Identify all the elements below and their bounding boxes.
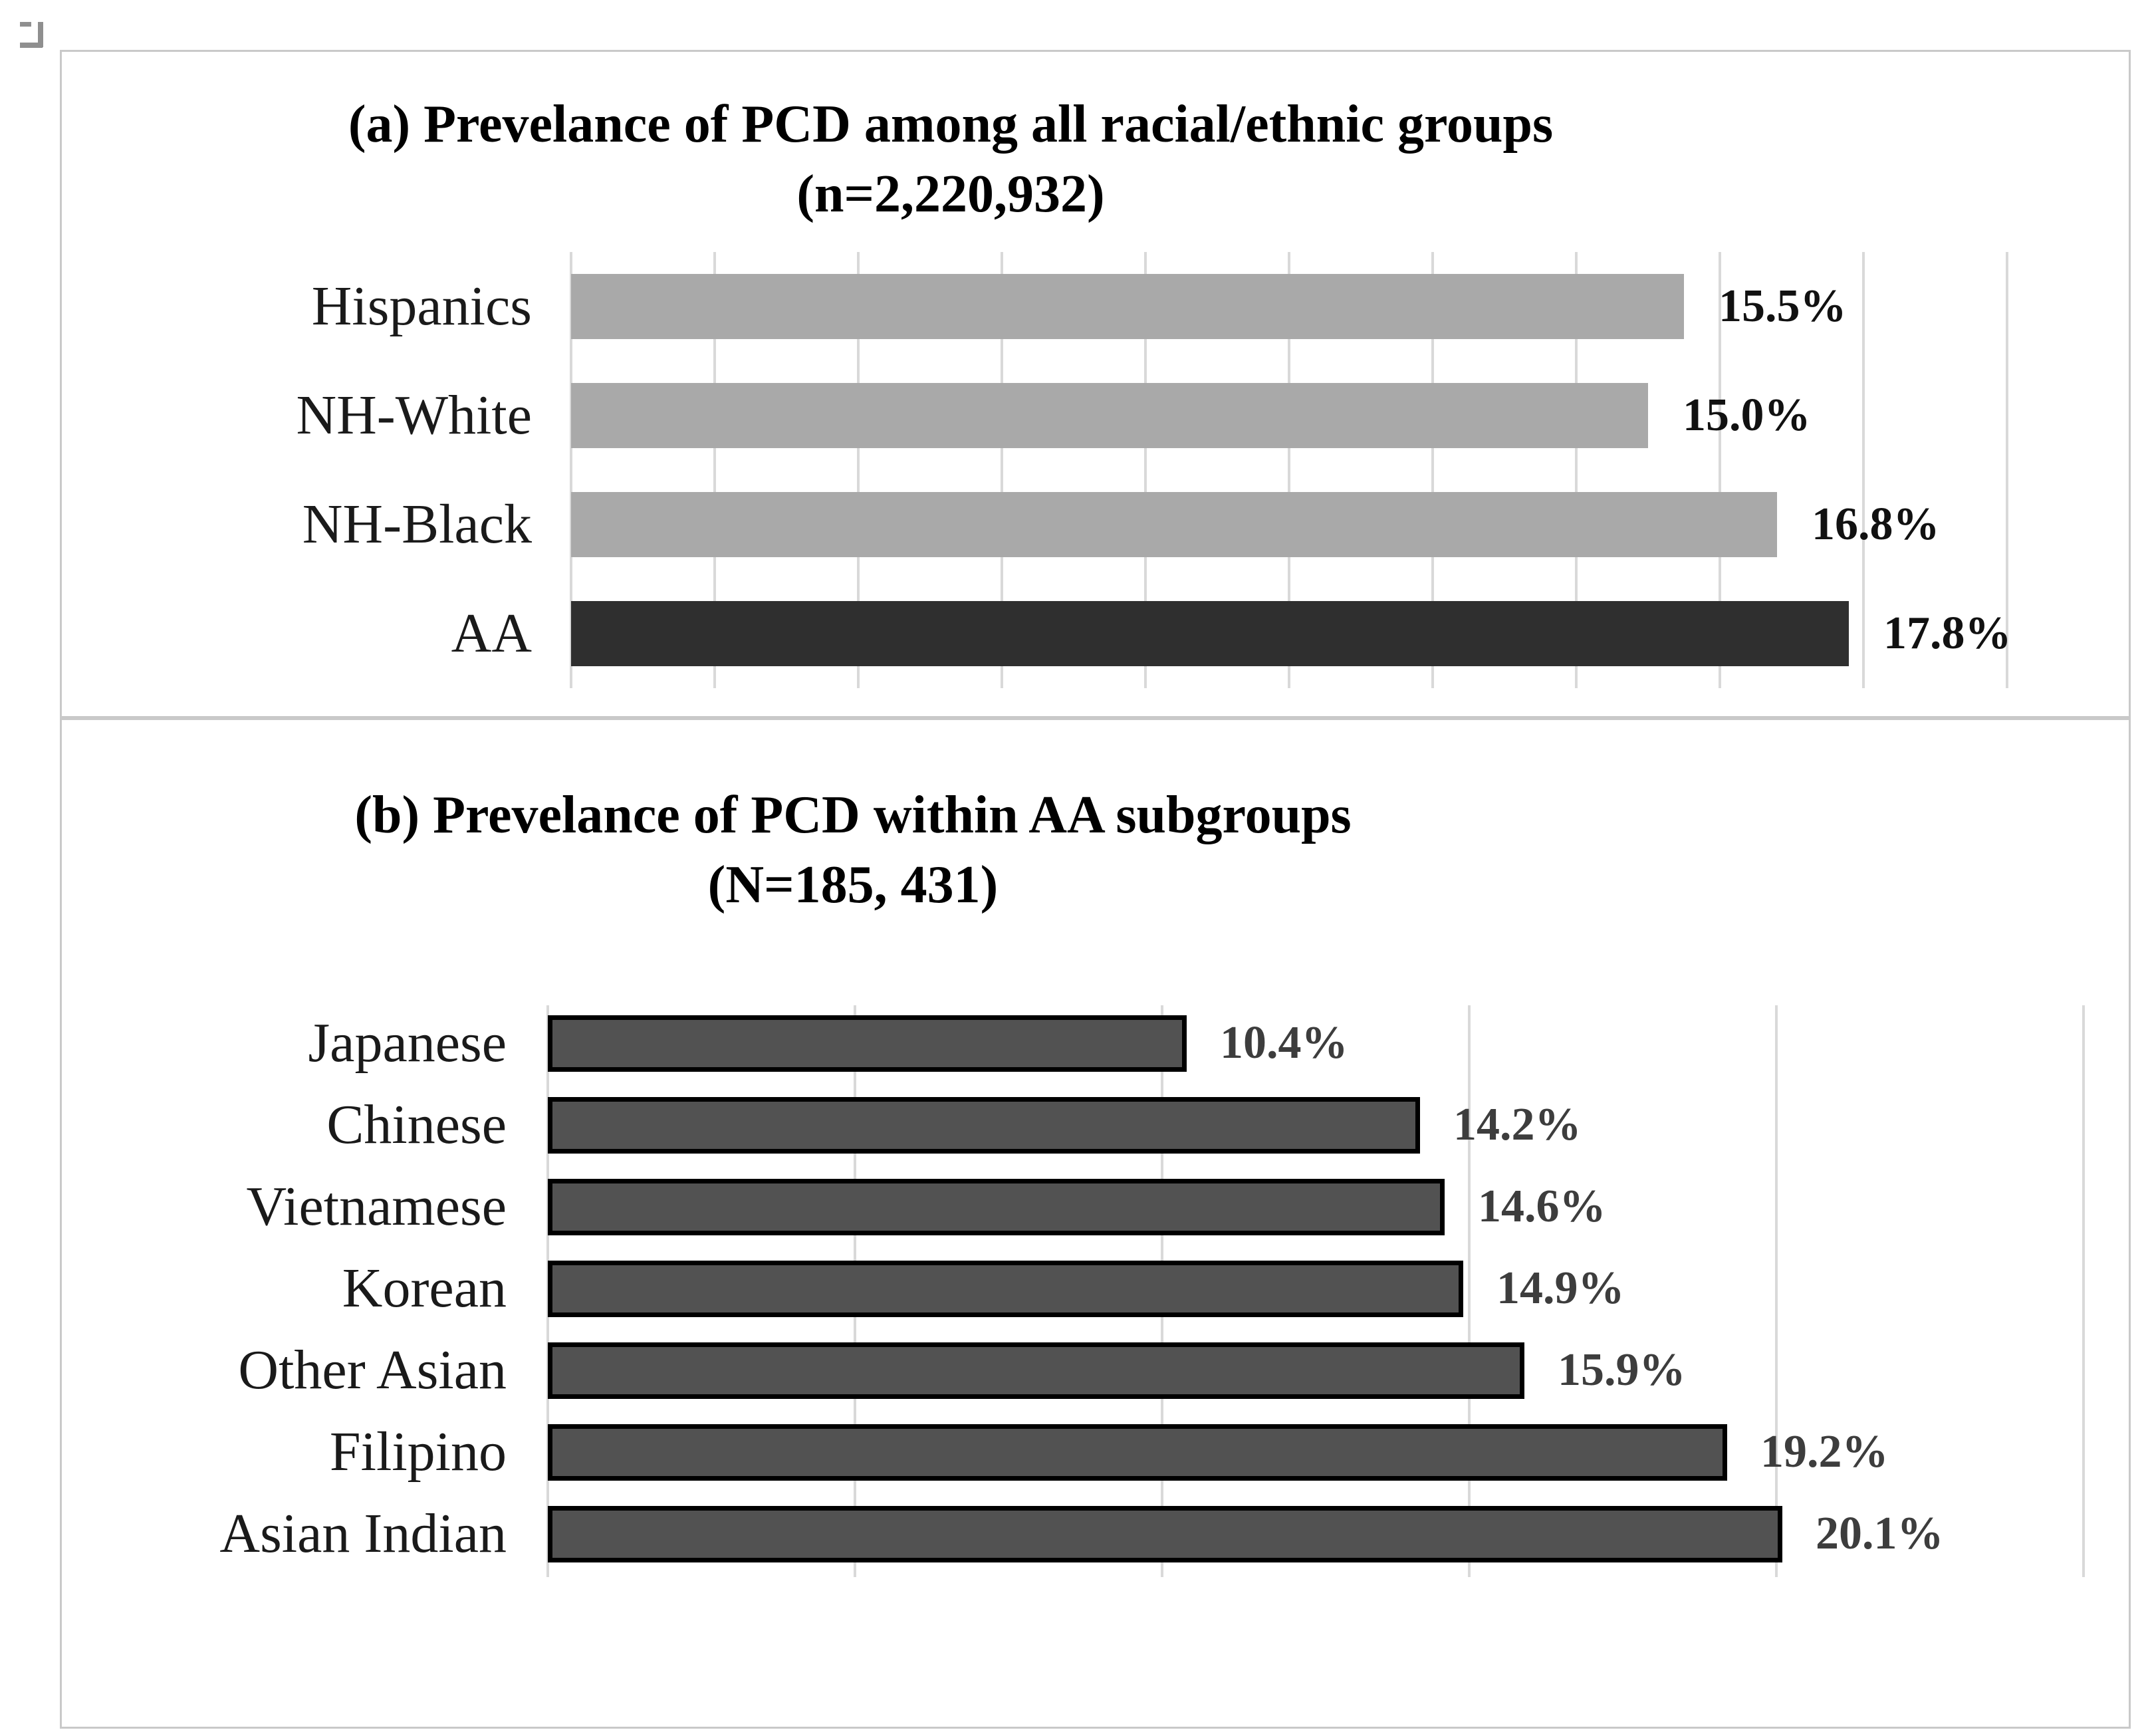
category-label: Other Asian (238, 1339, 507, 1401)
bar-japanese (548, 1015, 1187, 1072)
value-label: 14.2% (1453, 1099, 1582, 1150)
value-label: 20.1% (1816, 1508, 1944, 1559)
chart-b-subtitle: (N=185, 431) (707, 856, 999, 914)
category-label: Chinese (326, 1094, 507, 1156)
value-label: 17.8% (1883, 608, 2012, 659)
gridline (1001, 252, 1003, 688)
category-label: NH-White (296, 384, 532, 446)
bar-nh-white (571, 383, 1648, 448)
category-label: Japanese (308, 1012, 507, 1074)
bar-other-asian (548, 1342, 1524, 1399)
bar-hispanics (571, 274, 1684, 339)
gridline (2082, 1005, 2085, 1577)
object-anchor-vertical (38, 22, 43, 47)
gridline (713, 252, 716, 688)
gridline (1468, 1005, 1471, 1577)
gridline (1775, 1005, 1778, 1577)
value-label: 14.6% (1478, 1181, 1606, 1232)
value-label: 10.4% (1220, 1017, 1348, 1068)
category-label: Hispanics (311, 275, 532, 337)
value-label: 15.0% (1683, 390, 1811, 441)
category-label: Asian Indian (219, 1503, 507, 1564)
gridline (2006, 252, 2008, 688)
category-label: Vietnamese (246, 1176, 507, 1237)
bar-chinese (548, 1096, 1420, 1154)
value-label: 14.9% (1496, 1263, 1625, 1314)
chart-b-title: (b) Prevelance of PCD within AA subgroup… (354, 786, 1352, 844)
bar-korean (548, 1260, 1463, 1317)
category-label: AA (451, 602, 532, 664)
chart-b-title-block: (b) Prevelance of PCD within AA subgroup… (60, 781, 1646, 920)
value-label: 15.5% (1719, 281, 1847, 332)
bar-asian-indian (548, 1505, 1782, 1562)
category-label: Korean (342, 1257, 507, 1319)
bar-vietnamese (548, 1178, 1445, 1235)
gridline (1288, 252, 1290, 688)
category-label: Filipino (329, 1421, 507, 1483)
category-label: NH-Black (302, 493, 532, 555)
gridline (1144, 252, 1147, 688)
chart-a-subtitle: (n=2,220,932) (796, 165, 1105, 223)
gridline (857, 252, 860, 688)
bar-nh-black (571, 492, 1777, 557)
object-anchor-dash (20, 22, 31, 27)
gridline (1575, 252, 1578, 688)
value-label: 19.2% (1760, 1426, 1889, 1477)
object-anchor-icon (20, 21, 43, 48)
gridline (1862, 252, 1865, 688)
value-label: 16.8% (1812, 499, 1940, 550)
gridline (1431, 252, 1434, 688)
gridline (570, 252, 572, 688)
gridline (1719, 252, 1721, 688)
value-label: 15.9% (1558, 1344, 1686, 1396)
bar-filipino (548, 1424, 1727, 1481)
object-anchor-horizontal (20, 43, 43, 48)
chart-a-title-block: (a) Prevelance of PCD among all racial/e… (60, 90, 1842, 229)
bar-aa (571, 601, 1849, 666)
chart-a-title: (a) Prevelance of PCD among all racial/e… (348, 95, 1554, 154)
